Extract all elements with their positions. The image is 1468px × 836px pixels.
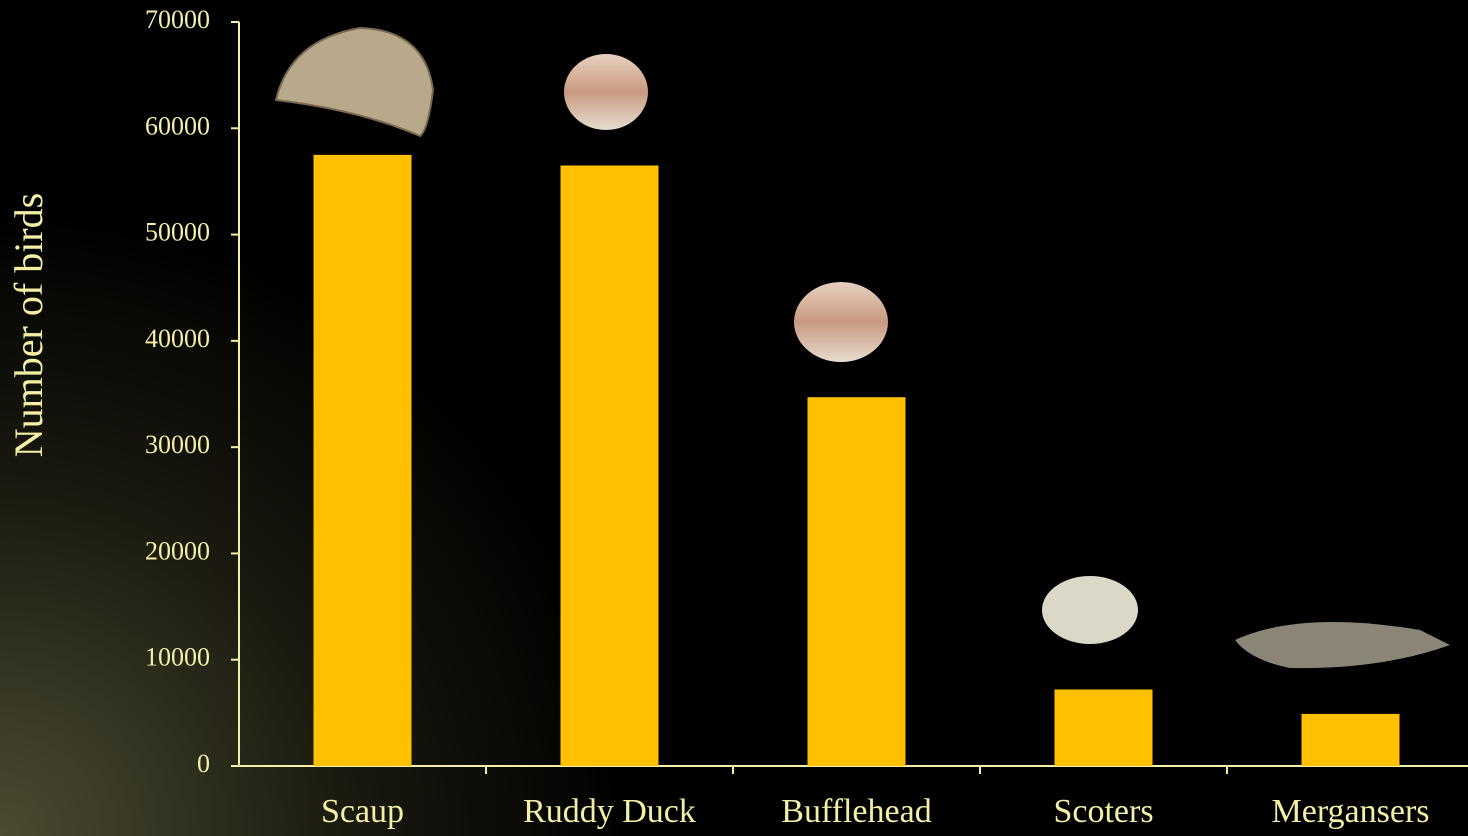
y-tick-label: 0 [197,749,210,778]
y-tick-label: 40000 [145,324,210,353]
bar [807,397,906,766]
y-tick-label: 20000 [145,536,210,565]
bar [313,154,412,766]
y-tick-label: 30000 [145,430,210,459]
illustrations [274,26,1450,669]
y-tick-label: 60000 [145,111,210,140]
bar [1054,689,1153,766]
x-tick-label: Scaup [321,793,404,830]
x-tick-label: Mergansers [1272,793,1430,830]
y-axis-label: Number of birds [6,193,51,457]
y-tick-label: 50000 [145,218,210,247]
y-tick-label: 70000 [145,5,210,34]
bar [1301,713,1400,766]
y-tick-label: 10000 [145,643,210,672]
x-tick-label: Scoters [1053,793,1153,830]
x-tick-label: Bufflehead [781,793,931,830]
bar [560,165,659,766]
x-tick-label: Ruddy Duck [523,793,696,830]
